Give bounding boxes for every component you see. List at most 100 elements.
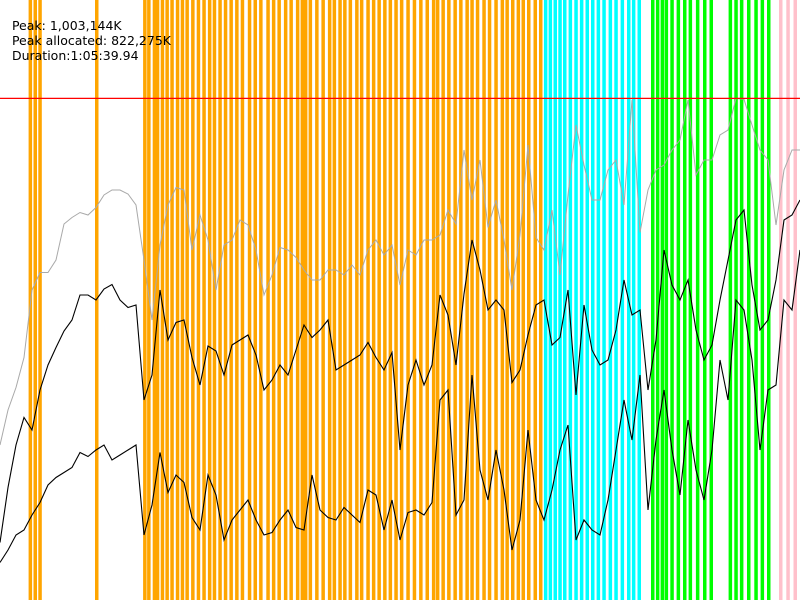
orange-stripe	[388, 0, 393, 600]
cyan-stripe	[553, 0, 557, 600]
orange-stripe	[482, 0, 486, 600]
cyan-stripe	[543, 0, 548, 600]
cyan-stripe	[558, 0, 562, 600]
orange-stripe	[343, 0, 347, 600]
peak-allocated-value: Peak allocated: 822,275K	[11, 33, 171, 48]
cyan-stripe	[602, 0, 606, 600]
lime-stripe	[695, 0, 700, 600]
lime-stripe	[670, 0, 674, 600]
orange-stripe	[277, 0, 281, 600]
lime-stripe	[664, 0, 669, 600]
orange-stripe	[447, 0, 451, 600]
cyan-stripe	[620, 0, 625, 600]
orange-stripe	[521, 0, 525, 600]
lime-stripe	[767, 0, 771, 600]
lime-stripe	[754, 0, 758, 600]
orange-stripe	[207, 0, 212, 600]
orange-stripe	[165, 0, 169, 600]
orange-stripe	[453, 0, 457, 600]
cyan-stripe	[579, 0, 584, 600]
lime-stripe	[683, 0, 687, 600]
orange-stripe	[235, 0, 239, 600]
cyan-stripe	[596, 0, 601, 600]
pink-stripe	[779, 0, 783, 600]
orange-stripe	[155, 0, 160, 600]
orange-stripe	[308, 0, 313, 600]
orange-stripe	[180, 0, 185, 600]
orange-stripe	[266, 0, 270, 600]
orange-stripe	[95, 0, 99, 600]
orange-stripe	[247, 0, 252, 600]
lime-stripe	[651, 0, 655, 600]
cyan-stripe	[563, 0, 567, 600]
lime-stripe	[728, 0, 733, 600]
cyan-stripe	[574, 0, 578, 600]
orange-stripe	[185, 0, 189, 600]
cyan-stripe	[631, 0, 636, 600]
orange-stripe	[175, 0, 180, 600]
orange-stripe	[527, 0, 531, 600]
orange-stripe	[196, 0, 201, 600]
cyan-stripe	[585, 0, 589, 600]
orange-stripe	[315, 0, 319, 600]
orange-stripe	[459, 0, 463, 600]
orange-stripe	[300, 0, 305, 600]
orange-stripe	[253, 0, 257, 600]
orange-stripe	[377, 0, 381, 600]
lime-stripe	[688, 0, 693, 600]
lime-stripe	[709, 0, 713, 600]
orange-stripe	[383, 0, 387, 600]
orange-stripe	[470, 0, 474, 600]
cyan-stripe	[608, 0, 613, 600]
cyan-stripe	[614, 0, 618, 600]
pink-stripe	[793, 0, 797, 600]
orange-stripe	[332, 0, 337, 600]
orange-stripe	[431, 0, 436, 600]
duration-value: Duration:1:05:39.94	[11, 48, 139, 63]
orange-stripe	[295, 0, 300, 600]
orange-stripe	[425, 0, 429, 600]
orange-stripe	[359, 0, 364, 600]
orange-stripe	[399, 0, 404, 600]
orange-stripe	[170, 0, 174, 600]
lime-stripe	[739, 0, 744, 600]
cyan-stripe	[637, 0, 641, 600]
orange-stripe	[371, 0, 376, 600]
orange-stripe	[338, 0, 342, 600]
orange-stripe	[240, 0, 245, 600]
orange-stripe	[366, 0, 370, 600]
orange-stripe	[271, 0, 276, 600]
lime-stripe	[655, 0, 660, 600]
orange-stripe	[160, 0, 165, 600]
orange-stripe	[259, 0, 263, 600]
pink-stripe	[786, 0, 790, 600]
orange-stripe	[394, 0, 398, 600]
orange-stripe	[348, 0, 353, 600]
orange-stripe	[406, 0, 410, 600]
orange-stripe	[441, 0, 445, 600]
orange-stripe	[487, 0, 492, 600]
orange-stripe	[419, 0, 423, 600]
orange-stripe	[435, 0, 440, 600]
orange-stripe	[412, 0, 417, 600]
orange-stripe	[355, 0, 359, 600]
lime-stripe	[747, 0, 751, 600]
orange-stripe	[202, 0, 206, 600]
lime-stripe	[676, 0, 681, 600]
orange-stripe	[143, 0, 147, 600]
peak-value: Peak: 1,003,144K	[11, 18, 122, 33]
cyan-stripe	[548, 0, 553, 600]
orange-stripe	[500, 0, 505, 600]
orange-stripe	[516, 0, 521, 600]
orange-stripe	[465, 0, 469, 600]
orange-stripe	[505, 0, 509, 600]
orange-stripe	[289, 0, 293, 600]
cyan-stripe	[568, 0, 573, 600]
orange-stripe	[539, 0, 543, 600]
series-line-3	[0, 249, 800, 563]
orange-stripe	[533, 0, 537, 600]
orange-stripe	[218, 0, 222, 600]
series-line-1	[0, 97, 800, 446]
orange-stripe	[191, 0, 195, 600]
